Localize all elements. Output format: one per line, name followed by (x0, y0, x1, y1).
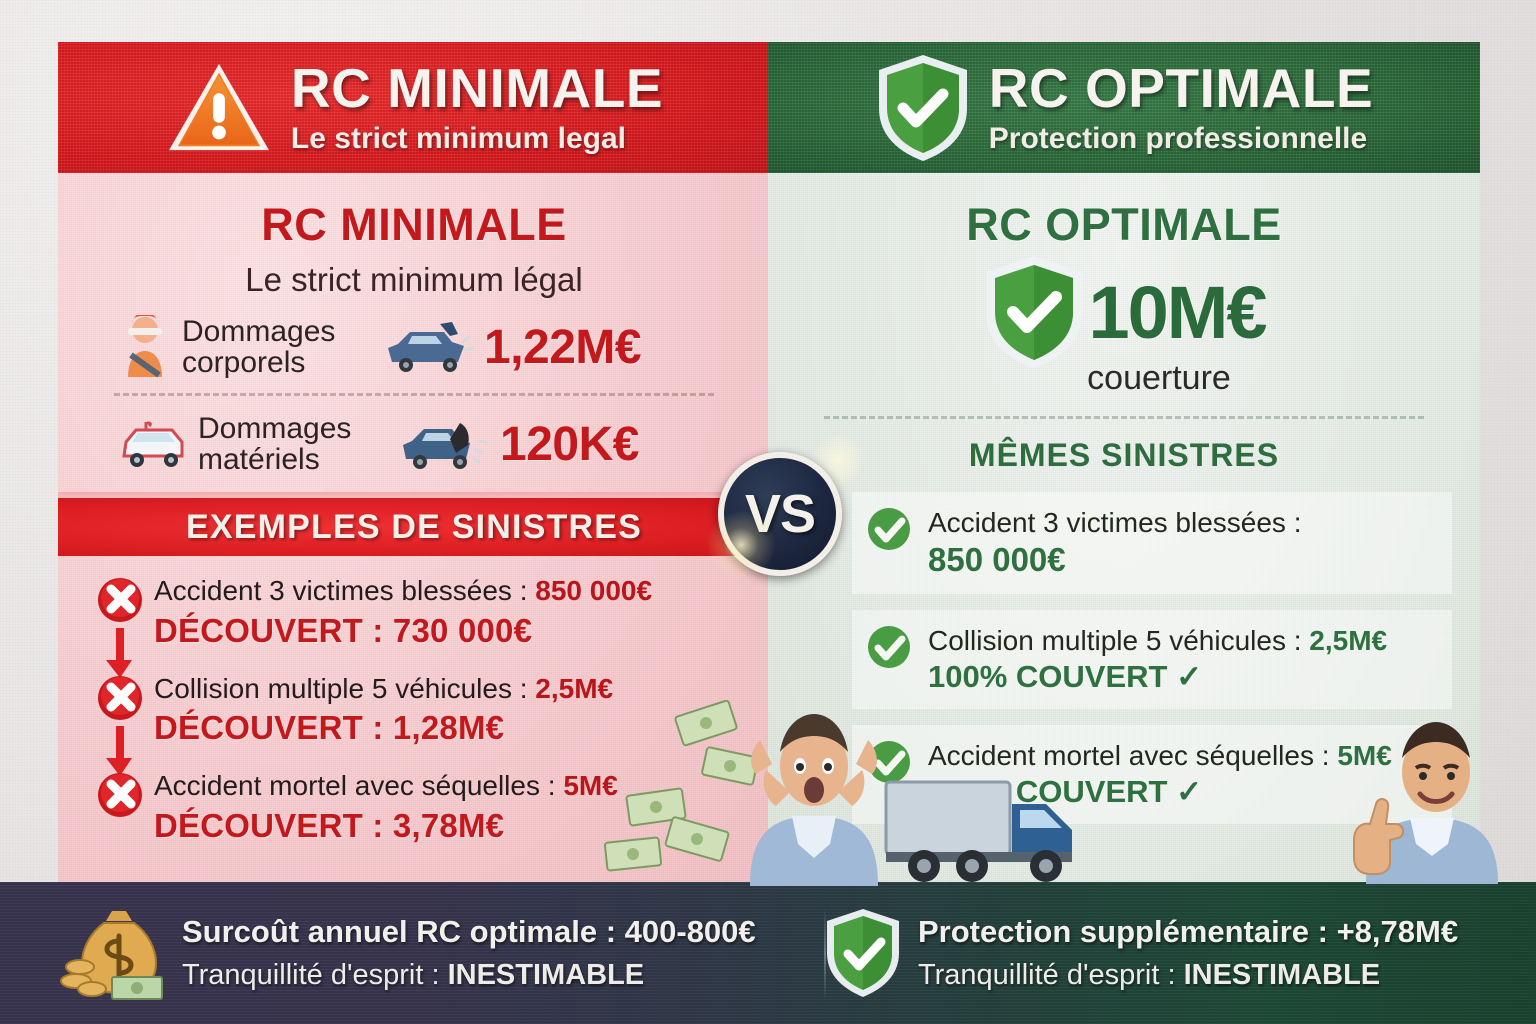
right-claims-list: Accident 3 victimes blessées : 850 000€ … (768, 492, 1480, 825)
right-claim-amount: 2,5M€ (1309, 624, 1388, 656)
bottom-divider (824, 908, 826, 1000)
right-claim-desc: Accident mortel avec séquelles : (928, 740, 1338, 772)
right-dashed-divider (824, 416, 1424, 419)
left-uncovered-label: DÉCOUVERT : (154, 709, 393, 747)
down-arrow-icon (106, 628, 132, 678)
right-claim-amount: 850 000€ (928, 541, 1066, 579)
left-header-subtitle: Le strict minimum legal (290, 122, 627, 155)
left-title: RC MINIMALE (261, 199, 567, 250)
small-car-icon (122, 421, 184, 467)
coverage-label-bodily: Dommages corporels (182, 314, 336, 379)
bottom-right-text: Protection supplémentaire : +8,78M€ Tran… (918, 914, 1458, 993)
left-claim-desc: Collision multiple 5 véhicules : (154, 672, 536, 704)
panel-rc-minimale: RC MINIMALE Le strict minimum legal RC M… (58, 42, 770, 882)
left-claim-item: Collision multiple 5 véhicules : 2,5M€ D… (58, 672, 770, 776)
green-check-icon (868, 741, 910, 784)
left-uncovered-amount: 3,78M€ (392, 806, 505, 844)
left-examples-band: EXEMPLES DE SINISTRES (58, 492, 770, 556)
left-claim-uncovered: DÉCOUVERT : 1,28M€ (154, 709, 770, 747)
coverage-row-bodily: Dommages corporels 1,22M€ (58, 307, 770, 387)
bottom-left-group: Surcoût annuel RC optimale : 400-800€ Tr… (0, 905, 772, 1001)
right-panel-content: RC OPTIMALE 10M€ couerture MÊMES SINISTR… (768, 173, 1480, 882)
coverage-amount-material: 120K€ (500, 417, 639, 471)
right-claim-text: Collision multiple 5 véhicules : 2,5M€ (928, 624, 1436, 658)
left-subtitle: Le strict minimum légal (245, 261, 583, 298)
left-uncovered-amount: 730 000€ (392, 611, 533, 649)
left-claim-uncovered: DÉCOUVERT : 3,78M€ (154, 807, 770, 845)
left-header-bar: RC MINIMALE Le strict minimum legal (58, 42, 770, 173)
left-claim-amount: 5M€ (563, 770, 618, 802)
right-claim-card: Collision multiple 5 véhicules : 2,5M€ 1… (852, 609, 1452, 710)
left-header-title: RC MINIMALE (290, 57, 664, 119)
left-examples-label: EXEMPLES DE SINISTRES (186, 507, 642, 546)
right-claim-text: Accident 3 victimes blessées : (928, 507, 1302, 538)
left-claim-item: Accident mortel avec séquelles : 5M€ DÉC… (58, 769, 770, 845)
left-claim-item: Accident 3 victimes blessées : 850 000€ … (58, 574, 770, 678)
right-claim-text: Accident mortel avec séquelles : 5M€ (928, 739, 1436, 773)
warning-triangle-icon (168, 63, 269, 150)
damaged-car-icon (388, 322, 474, 372)
right-header-text: RC OPTIMALE Protection professionnelle (989, 61, 1373, 154)
green-check-icon (868, 625, 910, 668)
burnt-car-icon (403, 423, 488, 469)
left-panel-content: RC MINIMALE Le strict minimum légal Domm… (58, 173, 770, 882)
bottom-summary-bar: Surcoût annuel RC optimale : 400-800€ Tr… (0, 882, 1536, 1024)
bottom-right-group: Protection supplémentaire : +8,78M€ Tran… (772, 907, 1536, 999)
left-uncovered-label: DÉCOUVERT : (154, 806, 393, 844)
red-cross-icon (98, 675, 142, 720)
left-claim-desc: Accident 3 victimes blessées : (154, 575, 536, 606)
down-arrow-icon (106, 725, 132, 776)
injured-person-icon (128, 315, 162, 378)
right-coverage-amount: 10M€ (1088, 270, 1267, 354)
money-bag-icon (60, 911, 163, 1000)
bottom-right-line2: Tranquillité d'esprit : INESTIMABLE (918, 958, 1458, 992)
left-claims-list: Accident 3 victimes blessées : 850 000€ … (58, 556, 770, 845)
panel-rc-optimale: RC OPTIMALE Protection professionnelle R… (768, 42, 1480, 882)
left-claim-text: Collision multiple 5 véhicules : 2,5M€ (154, 672, 770, 706)
right-claim-amount: 5M€ (1337, 740, 1392, 772)
vs-label: VS (744, 484, 816, 544)
left-claim-amount: 2,5M€ (535, 672, 614, 704)
left-header-text: RC MINIMALE Le strict minimum legal (291, 61, 663, 154)
right-coverage-row: 10M€ (768, 253, 1480, 371)
right-title: RC OPTIMALE (966, 199, 1282, 250)
right-claim-card: Accident 3 victimes blessées : 850 000€ (852, 492, 1452, 594)
right-coverage-word: couerture (1087, 359, 1231, 397)
left-claim-text: Accident mortel avec séquelles : 5M€ (154, 769, 770, 803)
left-uncovered-label: DÉCOUVERT : (154, 611, 393, 649)
coverage-label-material: Dommages matériels (198, 411, 352, 476)
red-cross-icon (98, 773, 142, 818)
bottom-left-line2-prefix: Tranquillité d'esprit : (182, 959, 448, 992)
bottom-left-text: Surcoût annuel RC optimale : 400-800€ Tr… (182, 914, 756, 993)
shield-check-icon (827, 909, 899, 997)
left-claim-text: Accident 3 victimes blessées : 850 000€ (154, 574, 770, 608)
bottom-right-line2-value: INESTIMABLE (1183, 959, 1381, 992)
shield-check-icon (986, 256, 1083, 368)
shield-check-icon (878, 54, 967, 161)
bottom-left-line2: Tranquillité d'esprit : INESTIMABLE (182, 958, 756, 992)
right-claim-covered: 100% COUVERT ✓ (928, 774, 1203, 810)
bottom-left-line1: Surcoût annuel RC optimale : 400-800€ (182, 913, 756, 949)
left-claim-uncovered: DÉCOUVERT : 730 000€ (154, 612, 770, 650)
right-claim-covered: 100% COUVERT ✓ (928, 658, 1203, 694)
green-check-icon (868, 508, 910, 550)
bottom-right-line2-prefix: Tranquillité d'esprit : (918, 959, 1184, 992)
bottom-left-line2-value: INESTIMABLE (447, 959, 645, 992)
left-claim-amount: 850 000€ (535, 575, 653, 606)
coverage-amount-bodily: 1,22M€ (484, 320, 642, 374)
right-claim-desc: Collision multiple 5 véhicules : (928, 624, 1310, 656)
left-claim-desc: Accident mortel avec séquelles : (154, 770, 564, 802)
right-claim-card: Accident mortel avec séquelles : 5M€ 100… (852, 725, 1452, 825)
bottom-right-line1: Protection supplémentaire : +8,78M€ (918, 913, 1459, 949)
left-dashed-divider (114, 393, 714, 396)
vs-badge: VS (706, 452, 842, 580)
coverage-row-material: Dommages matériels 120K€ (58, 404, 770, 484)
left-uncovered-amount: 1,28M€ (392, 709, 505, 747)
right-same-claims-label: MÊMES SINISTRES (968, 437, 1280, 473)
right-header-bar: RC OPTIMALE Protection professionnelle (768, 42, 1480, 173)
right-header-title: RC OPTIMALE (988, 57, 1374, 119)
right-header-subtitle: Protection professionnelle (988, 122, 1368, 155)
red-cross-icon (98, 578, 142, 622)
